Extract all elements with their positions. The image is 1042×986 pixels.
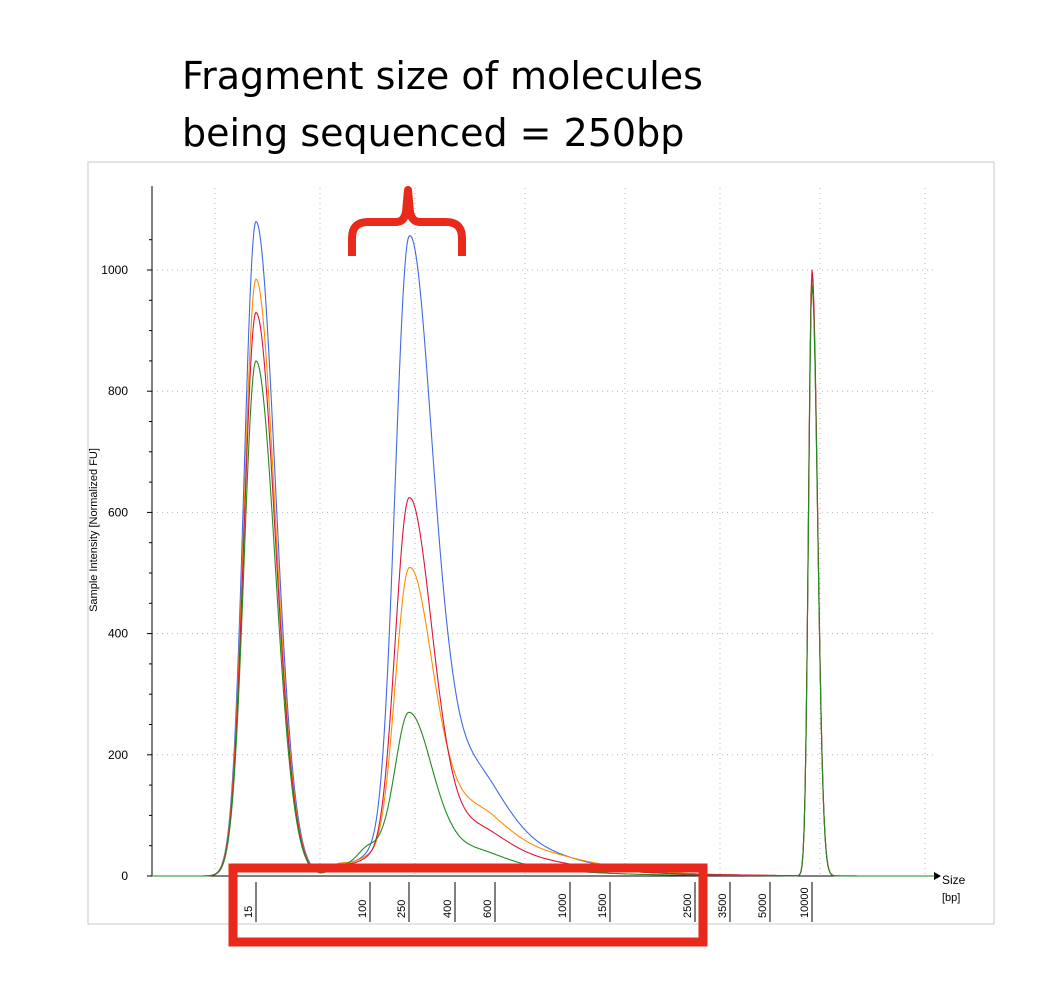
grid (152, 188, 935, 876)
x-axis-label: Size (942, 873, 966, 887)
ladder-label: 100 (357, 900, 369, 918)
curly-brace (348, 186, 466, 256)
title-line-2: being sequenced = 250bp (182, 111, 685, 155)
chart-frame (87, 161, 995, 925)
ladder-label: 1500 (597, 894, 609, 918)
ladder-label: 2500 (682, 894, 694, 918)
y-tick-label: 600 (108, 505, 128, 519)
ladder-label: 5000 (757, 894, 769, 918)
ladder-label: 250 (396, 900, 408, 918)
page-title: Fragment size of molecules being sequenc… (182, 48, 703, 162)
y-tick-label: 0 (121, 869, 128, 883)
ladder-label: 1000 (557, 894, 569, 918)
y-axis-label: Sample Intensity [Normalized FU] (88, 448, 100, 612)
annotations (228, 186, 708, 947)
y-tick-label: 400 (108, 627, 128, 641)
y-tick-label: 1000 (101, 263, 128, 277)
ladder-label: 3500 (717, 894, 729, 918)
ladder-label: 600 (482, 900, 494, 918)
x-axis-unit: [bp] (942, 892, 960, 904)
x-axis-arrow (934, 872, 941, 880)
ladder-label: 400 (442, 900, 454, 918)
y-tick-label: 800 (108, 384, 128, 398)
y-tick-label: 200 (108, 748, 128, 762)
highlight-box (228, 863, 708, 947)
ladder-label: 15 (243, 906, 255, 918)
ladder-label: 10000 (799, 887, 811, 918)
axes: 0 200 400 600 800 1000 Sample Intensity [Norma… (88, 186, 966, 922)
title-line-1: Fragment size of molecules (182, 54, 703, 98)
